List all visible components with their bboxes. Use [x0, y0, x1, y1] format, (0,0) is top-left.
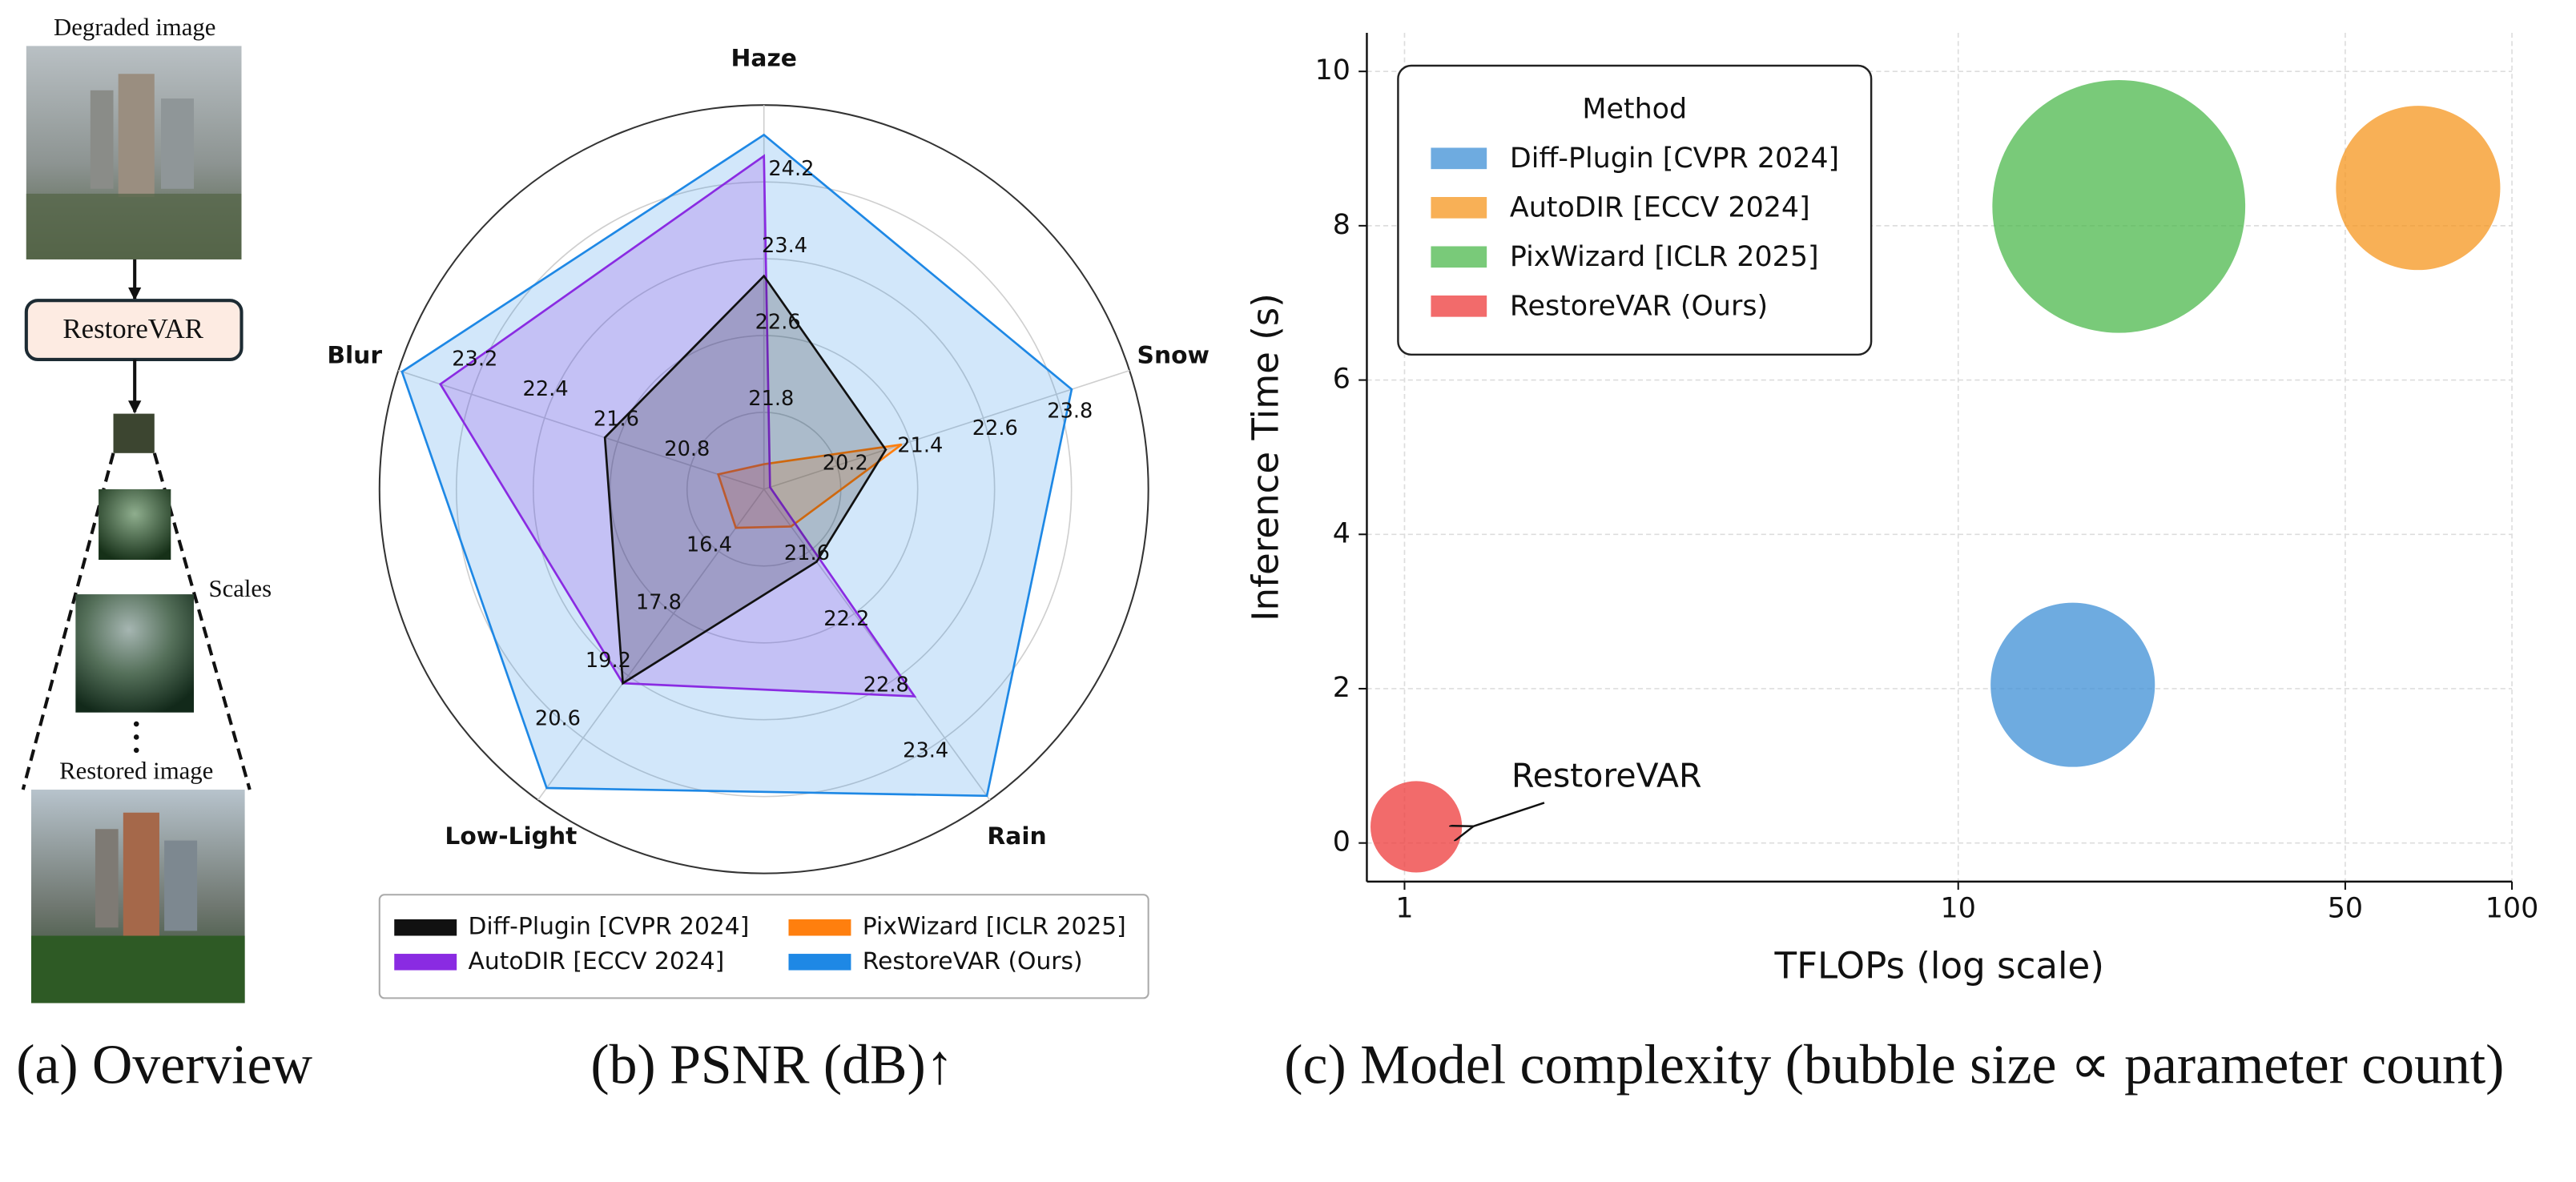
y-tick-label: 10: [1315, 54, 1350, 86]
y-tick-label: 8: [1333, 209, 1350, 241]
model-label: RestoreVAR: [62, 313, 203, 344]
axis-name: Snow: [1137, 341, 1210, 369]
tick-label: 21.6: [594, 408, 639, 432]
axis-name: Rain: [987, 822, 1046, 850]
caption: (a) Overview: [16, 1035, 312, 1096]
y-tick-label: 0: [1333, 826, 1350, 858]
axis-name: Low-Light: [445, 822, 577, 850]
grass: [30, 935, 245, 1003]
legend-label: Diff-Plugin [CVPR 2024]: [469, 913, 750, 941]
building: [123, 812, 159, 936]
tick-label: 22.6: [972, 416, 1018, 440]
caption: (c) Model complexity (bubble size ∝ para…: [1284, 1035, 2504, 1096]
legend-title: Method: [1582, 93, 1687, 125]
tick-label: 20.8: [664, 437, 710, 461]
tick-label: 20.6: [535, 707, 581, 731]
x-axis-label: TFLOPs (log scale): [1774, 945, 2104, 987]
tick-label: 22.8: [863, 673, 909, 697]
legend-label: AutoDIR [ECCV 2024]: [1510, 191, 1810, 223]
overview: Degraded image RestoreVAR Scales Restore…: [16, 14, 312, 1096]
axis-name: Haze: [731, 44, 797, 72]
y-tick-label: 6: [1333, 364, 1350, 396]
building: [161, 98, 195, 189]
tick-label: 20.2: [823, 451, 868, 475]
x-tick-label: 10: [1941, 893, 1976, 925]
spoke: [398, 369, 764, 490]
building: [164, 840, 198, 931]
tick-label: 21.4: [897, 434, 943, 458]
legend-label: RestoreVAR (Ours): [863, 947, 1083, 975]
series-area: [603, 274, 888, 685]
dot: [133, 747, 139, 754]
tick-label: 17.8: [636, 591, 682, 615]
legend-swatch: [1431, 197, 1487, 219]
scale-image: [99, 488, 171, 561]
spoke: [763, 488, 991, 801]
tick-label: 22.4: [523, 377, 569, 401]
legend-label: AutoDIR [ECCV 2024]: [469, 947, 725, 975]
legend-label: PixWizard [ICLR 2025]: [863, 913, 1126, 941]
legend-swatch: [1431, 246, 1487, 268]
x-tick-label: 50: [2328, 893, 2363, 925]
building: [90, 90, 114, 189]
spoke: [537, 488, 765, 801]
x-tick-label: 1: [1395, 893, 1413, 925]
tick-label: 23.2: [452, 348, 497, 372]
tick-label: 23.4: [903, 739, 948, 763]
tick-label: 23.8: [1047, 400, 1093, 424]
building: [95, 829, 119, 928]
legend-swatch: [788, 919, 851, 936]
annotation-arrow: [1472, 802, 1545, 826]
annotation: RestoreVAR: [1511, 757, 1702, 795]
tick-label: 22.6: [755, 310, 801, 334]
legend-label: PixWizard [ICLR 2025]: [1510, 241, 1819, 273]
axis-name: Blur: [327, 341, 382, 369]
legend-swatch: [394, 954, 457, 971]
x-tick-label: 100: [2485, 893, 2539, 925]
bubble: [1371, 781, 1463, 873]
bubble: [1990, 602, 2155, 767]
building: [118, 74, 155, 197]
bubble: [1992, 79, 2246, 333]
scales-label: Scales: [208, 575, 272, 602]
output-label: Restored image: [59, 758, 213, 785]
tick-label: 21.8: [748, 387, 794, 411]
tick-label: 19.2: [586, 649, 631, 673]
legend-box: [1397, 64, 1873, 356]
scale-cone: [21, 452, 115, 790]
legend-label: Diff-Plugin [CVPR 2024]: [1510, 143, 1839, 175]
bubble: [2336, 106, 2501, 271]
caption: (b) PSNR (dB)↑: [590, 1035, 953, 1096]
y-tick-label: 4: [1333, 517, 1350, 549]
legend-swatch: [788, 954, 851, 971]
scale-image: [75, 594, 195, 713]
tick-label: 24.2: [768, 157, 814, 181]
tick-label: 23.4: [762, 234, 807, 258]
tick-label: 16.4: [686, 533, 732, 557]
legend-swatch: [1431, 296, 1487, 317]
spoke: [763, 369, 1130, 490]
series-area: [438, 154, 917, 698]
y-tick-label: 2: [1333, 672, 1350, 704]
legend-box: [378, 894, 1149, 999]
dot: [133, 734, 139, 740]
series-area: [716, 443, 903, 529]
legend-label: RestoreVAR (Ours): [1510, 290, 1768, 322]
input-label: Degraded image: [54, 14, 215, 41]
token-map: [113, 413, 155, 453]
dot: [133, 721, 139, 727]
tick-label: 21.6: [784, 541, 830, 565]
legend-swatch: [1431, 147, 1487, 170]
legend-swatch: [394, 919, 457, 936]
series-area: [400, 133, 1073, 798]
y-axis-label: Inference Time (s): [1244, 293, 1286, 621]
grass: [26, 193, 242, 259]
tick-label: 22.2: [823, 607, 869, 631]
